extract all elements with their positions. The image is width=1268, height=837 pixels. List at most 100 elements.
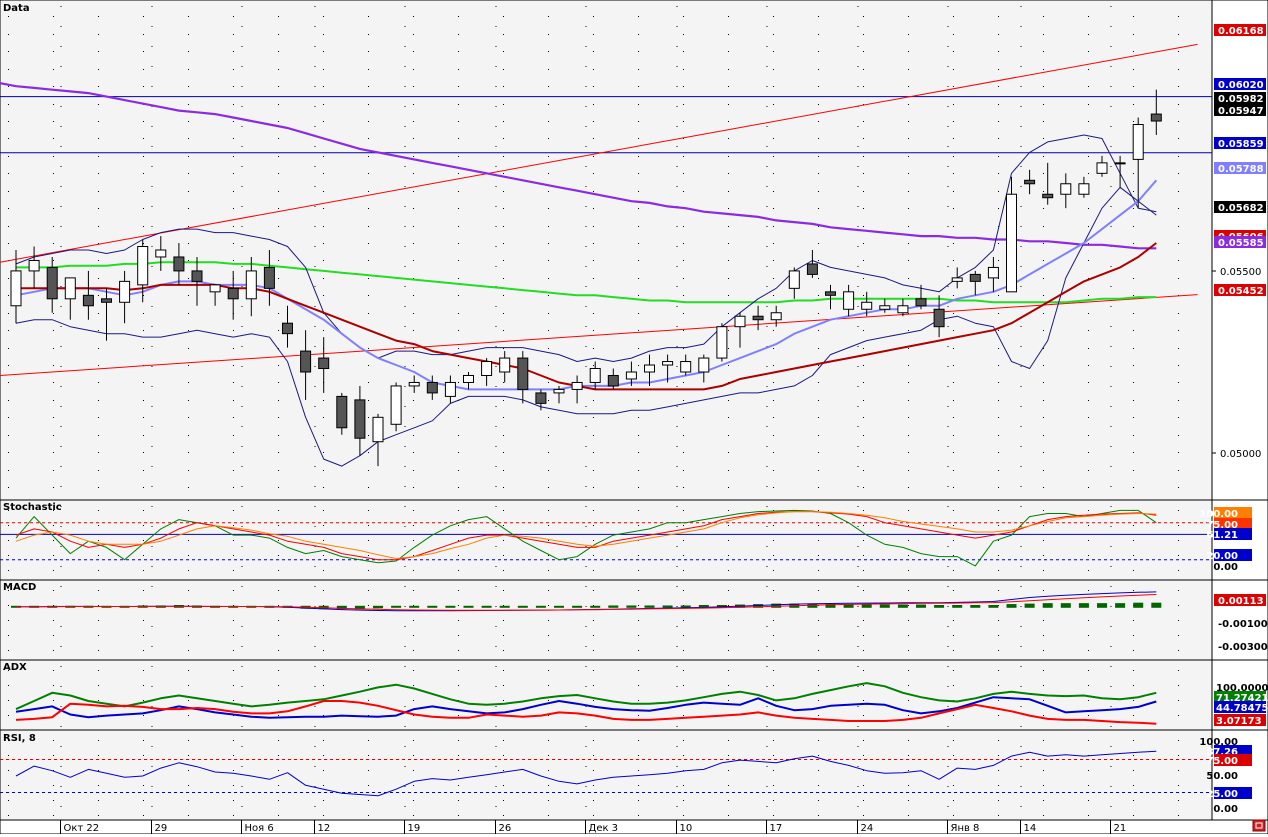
grid-dot (593, 16, 594, 17)
grid-dot (683, 685, 684, 686)
grid-dot (818, 435, 819, 436)
grid-dot (404, 406, 406, 407)
grid-dot (495, 306, 497, 307)
grid-dot (857, 466, 859, 467)
grid-dot (818, 555, 819, 556)
grid-dot (998, 138, 999, 139)
grid-dot (585, 686, 587, 687)
grid-dot (1133, 400, 1134, 401)
grid-dot (458, 69, 459, 70)
bollinger-lower-line (15, 186, 1157, 467)
adx-tag (1214, 714, 1266, 726)
grid-dot (998, 605, 999, 606)
macd-histogram-bar (644, 605, 655, 608)
grid-dot (1043, 400, 1044, 401)
grid-dot (60, 406, 62, 407)
grid-dot (683, 435, 684, 436)
grid-dot (404, 806, 406, 807)
grid-dot (1043, 191, 1044, 192)
grid-dot (495, 466, 497, 467)
grid-dot (143, 740, 144, 741)
candle-body (191, 270, 203, 282)
grid-dot (368, 540, 369, 541)
adx-line-3 (15, 700, 1157, 725)
grid-dot (1133, 365, 1134, 366)
grid-dot (766, 406, 768, 407)
grid-dot (818, 590, 819, 591)
grid-dot (241, 746, 243, 747)
grid-dot (1178, 243, 1179, 244)
grid-dot (676, 26, 678, 27)
grid-dot (8, 740, 9, 741)
grid-dot (585, 606, 587, 607)
grid-dot (766, 66, 768, 67)
grid-dot (60, 246, 62, 247)
x-tick-label: Ноя 6 (245, 823, 274, 834)
grid-dot (458, 715, 459, 716)
grid-dot (278, 740, 279, 741)
grid-dot (857, 186, 859, 187)
grid-dot (8, 452, 9, 453)
grid-dot (683, 620, 684, 621)
macd-histogram-bar (771, 603, 782, 608)
grid-dot (1020, 686, 1022, 687)
grid-dot (998, 510, 999, 511)
grid-dot (503, 510, 504, 511)
grid-dot (323, 452, 324, 453)
grid-dot (857, 226, 859, 227)
grid-dot (683, 555, 684, 556)
grid-dot (773, 570, 774, 571)
macd-histogram-bar (1042, 603, 1053, 608)
grid-dot (818, 417, 819, 418)
grid-dot (314, 346, 316, 347)
price-tag-label: 0.05947 (1218, 106, 1264, 117)
grid-dot (773, 470, 774, 471)
grid-dot (683, 452, 684, 453)
grid-dot (1043, 173, 1044, 174)
grid-dot (368, 590, 369, 591)
grid-dot (368, 400, 369, 401)
grid-dot (998, 34, 999, 35)
grid-dot (676, 426, 678, 427)
grid-dot (368, 104, 369, 105)
grid-dot (683, 295, 684, 296)
grid-dot (314, 46, 316, 47)
grid-dot (1110, 46, 1112, 47)
grid-dot (908, 590, 909, 591)
grid-dot (188, 313, 189, 314)
grid-dot (638, 755, 639, 756)
grid-dot (151, 666, 153, 667)
window-close-icon[interactable] (1252, 819, 1266, 832)
grid-dot (908, 800, 909, 801)
grid-dot (8, 770, 9, 771)
stochastic-line-2 (15, 511, 1157, 561)
grid-dot (728, 191, 729, 192)
grid-dot (728, 650, 729, 651)
grid-dot (766, 326, 768, 327)
grid-dot (233, 121, 234, 122)
grid-dot (1043, 69, 1044, 70)
grid-dot (233, 800, 234, 801)
grid-dot (143, 670, 144, 671)
candle-body (607, 374, 619, 387)
grid-dot (638, 208, 639, 209)
grid-dot (548, 800, 549, 801)
grid-dot (495, 366, 497, 367)
grid-dot (818, 715, 819, 716)
grid-dot (1133, 435, 1134, 436)
grid-dot (53, 635, 54, 636)
grid-dot (1178, 570, 1179, 571)
grid-dot (8, 487, 9, 488)
grid-dot (857, 686, 859, 687)
grid-dot (60, 766, 62, 767)
grid-dot (1110, 146, 1112, 147)
grid-dot (1110, 726, 1112, 727)
grid-dot (857, 426, 859, 427)
grid-dot (413, 365, 414, 366)
grid-dot (8, 435, 9, 436)
stochastic-tick-label: 61.21 (1206, 530, 1238, 541)
grid-dot (1020, 726, 1022, 727)
grid-dot (241, 546, 243, 547)
candle-body (933, 308, 945, 328)
macd-tick-label: -0.00300 (1218, 642, 1268, 653)
